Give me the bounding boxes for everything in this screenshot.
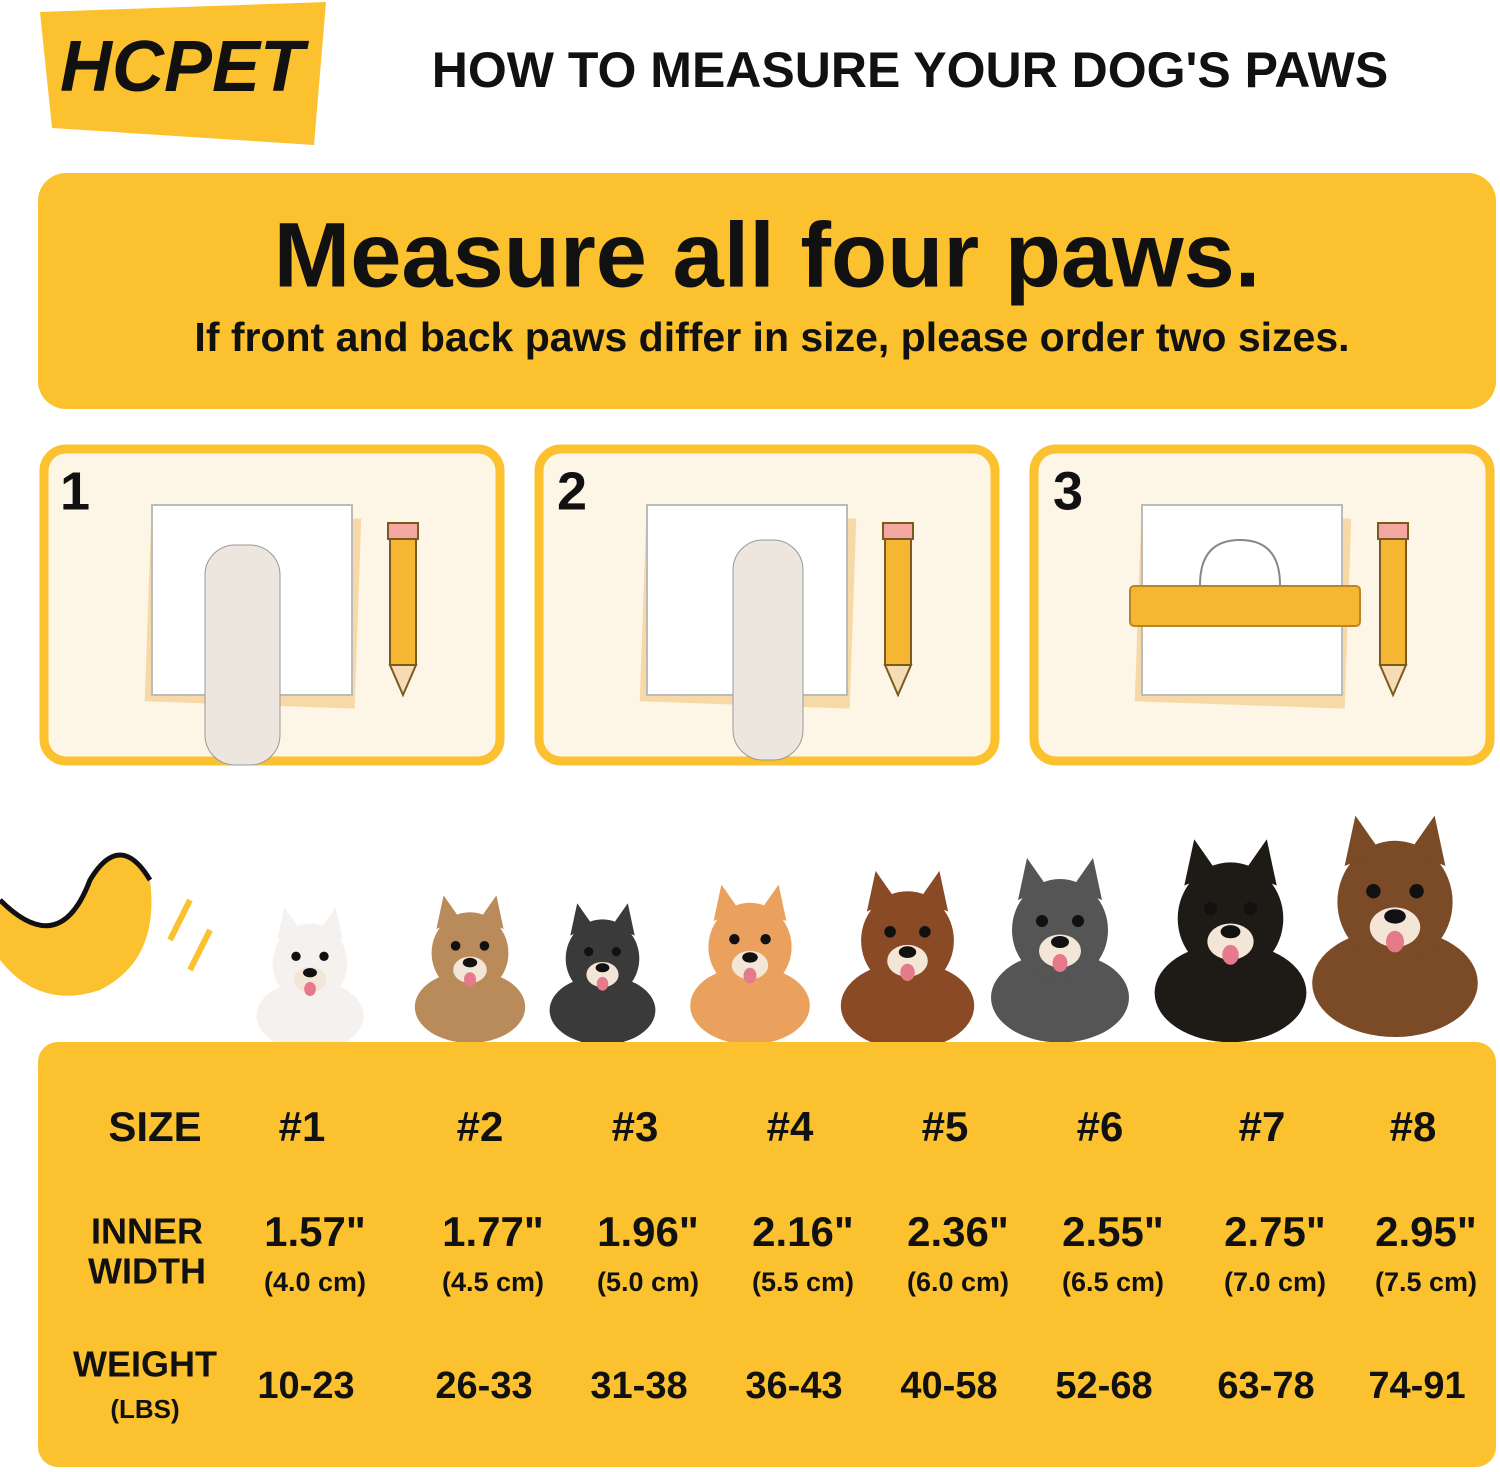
weight-cell: 26-33 xyxy=(435,1365,532,1407)
step-number: 1 xyxy=(60,461,90,521)
row-label: INNER xyxy=(91,1211,203,1252)
size-cell: #6 xyxy=(1077,1103,1124,1150)
dogs xyxy=(256,815,1478,1045)
step-number: 3 xyxy=(1053,461,1083,521)
size-cell: #7 xyxy=(1239,1103,1286,1150)
cm-cell: (5.5 cm) xyxy=(752,1267,854,1297)
size-cell: #8 xyxy=(1390,1103,1437,1150)
banner-heading: Measure all four paws. xyxy=(274,204,1261,306)
size-cell: #2 xyxy=(457,1103,504,1150)
banner xyxy=(38,173,1496,409)
inch-cell: 2.55" xyxy=(1062,1208,1164,1255)
step-number: 2 xyxy=(557,461,587,521)
inch-cell: 2.16" xyxy=(752,1208,854,1255)
inch-cell: 2.36" xyxy=(907,1208,1009,1255)
step-panel: 2 xyxy=(534,444,1000,766)
decoration xyxy=(0,852,213,996)
cm-cell: (4.5 cm) xyxy=(442,1267,544,1297)
row-label: WIDTH xyxy=(88,1251,206,1292)
step-panel: 3 xyxy=(1029,444,1495,766)
step-panel: 1 xyxy=(39,444,505,766)
weight-cell: 63-78 xyxy=(1217,1365,1314,1407)
brand-badge xyxy=(40,2,326,145)
weight-cell: 74-91 xyxy=(1368,1365,1465,1407)
cm-cell: (7.5 cm) xyxy=(1375,1267,1477,1297)
size-cell: #1 xyxy=(279,1103,326,1150)
inch-cell: 2.75" xyxy=(1224,1208,1326,1255)
size-cell: #4 xyxy=(767,1103,814,1150)
row-label: SIZE xyxy=(108,1103,201,1150)
page-title: HOW TO MEASURE YOUR DOG'S PAWS xyxy=(432,42,1388,98)
row-label: WEIGHT xyxy=(73,1344,217,1385)
weight-cell: 36-43 xyxy=(745,1365,842,1407)
weight-cell: 10-23 xyxy=(257,1365,354,1407)
cm-cell: (7.0 cm) xyxy=(1224,1267,1326,1297)
inch-cell: 2.95" xyxy=(1375,1208,1477,1255)
weight-cell: 40-58 xyxy=(900,1365,997,1407)
banner-subheading: If front and back paws differ in size, p… xyxy=(194,314,1349,360)
inch-cell: 1.96" xyxy=(597,1208,699,1255)
size-cell: #5 xyxy=(922,1103,969,1150)
size-cell: #3 xyxy=(612,1103,659,1150)
cm-cell: (6.5 cm) xyxy=(1062,1267,1164,1297)
inch-cell: 1.77" xyxy=(442,1208,544,1255)
brand: HCPET xyxy=(60,27,310,107)
cm-cell: (4.0 cm) xyxy=(264,1267,366,1297)
weight-cell: 31-38 xyxy=(590,1365,687,1407)
cm-cell: (6.0 cm) xyxy=(907,1267,1009,1297)
cm-cell: (5.0 cm) xyxy=(597,1267,699,1297)
inch-cell: 1.57" xyxy=(264,1208,366,1255)
weight-cell: 52-68 xyxy=(1055,1365,1152,1407)
size-table xyxy=(38,1042,1496,1467)
row-unit: (LBS) xyxy=(110,1394,179,1424)
